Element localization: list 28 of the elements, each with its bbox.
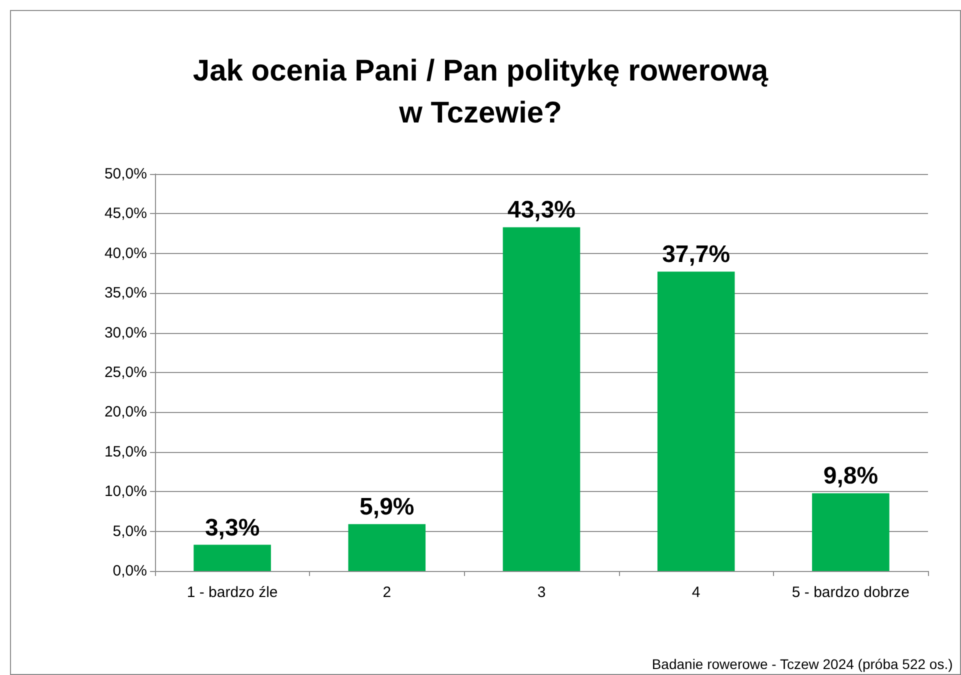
bar xyxy=(812,493,890,571)
chart-title: Jak ocenia Pani / Pan politykę rowerową w Tczewie? xyxy=(192,54,768,130)
data-label: 43,3% xyxy=(507,196,576,224)
y-tick-label: 45,0% xyxy=(104,205,147,222)
y-tick-label: 35,0% xyxy=(104,284,147,302)
y-tick-label: 10,0% xyxy=(104,483,147,500)
data-label: 5,9% xyxy=(360,494,414,521)
x-tick-label: 2 xyxy=(382,584,392,601)
x-tick-label: 5 - bardzo dobrze xyxy=(792,584,910,601)
y-tick-label: 0,0% xyxy=(112,562,147,580)
y-tick-label: 25,0% xyxy=(104,364,147,381)
data-label: 9,8% xyxy=(823,462,878,490)
y-tick-label: 15,0% xyxy=(104,443,147,460)
bar xyxy=(348,524,426,571)
bar xyxy=(502,227,580,571)
bar xyxy=(657,272,735,571)
y-tick-label: 5,0% xyxy=(112,522,147,540)
text: Badanie rowerowe - Tczew 2024 (próba 522 os.) xyxy=(652,656,953,672)
bar xyxy=(194,544,271,571)
x-tick-label: 3 xyxy=(537,584,546,601)
y-tick-label: 20,0% xyxy=(104,404,147,421)
data-label: 3,3% xyxy=(204,514,260,542)
y-tick-label: 40,0% xyxy=(104,244,147,262)
y-tick-label: 50,0% xyxy=(104,166,147,182)
x-tick-label: 4 xyxy=(692,584,700,601)
y-tick-label: 30,0% xyxy=(104,324,147,342)
data-label: 37,7% xyxy=(662,241,730,268)
x-tick-label: 1 - bardzo źle xyxy=(186,584,278,601)
